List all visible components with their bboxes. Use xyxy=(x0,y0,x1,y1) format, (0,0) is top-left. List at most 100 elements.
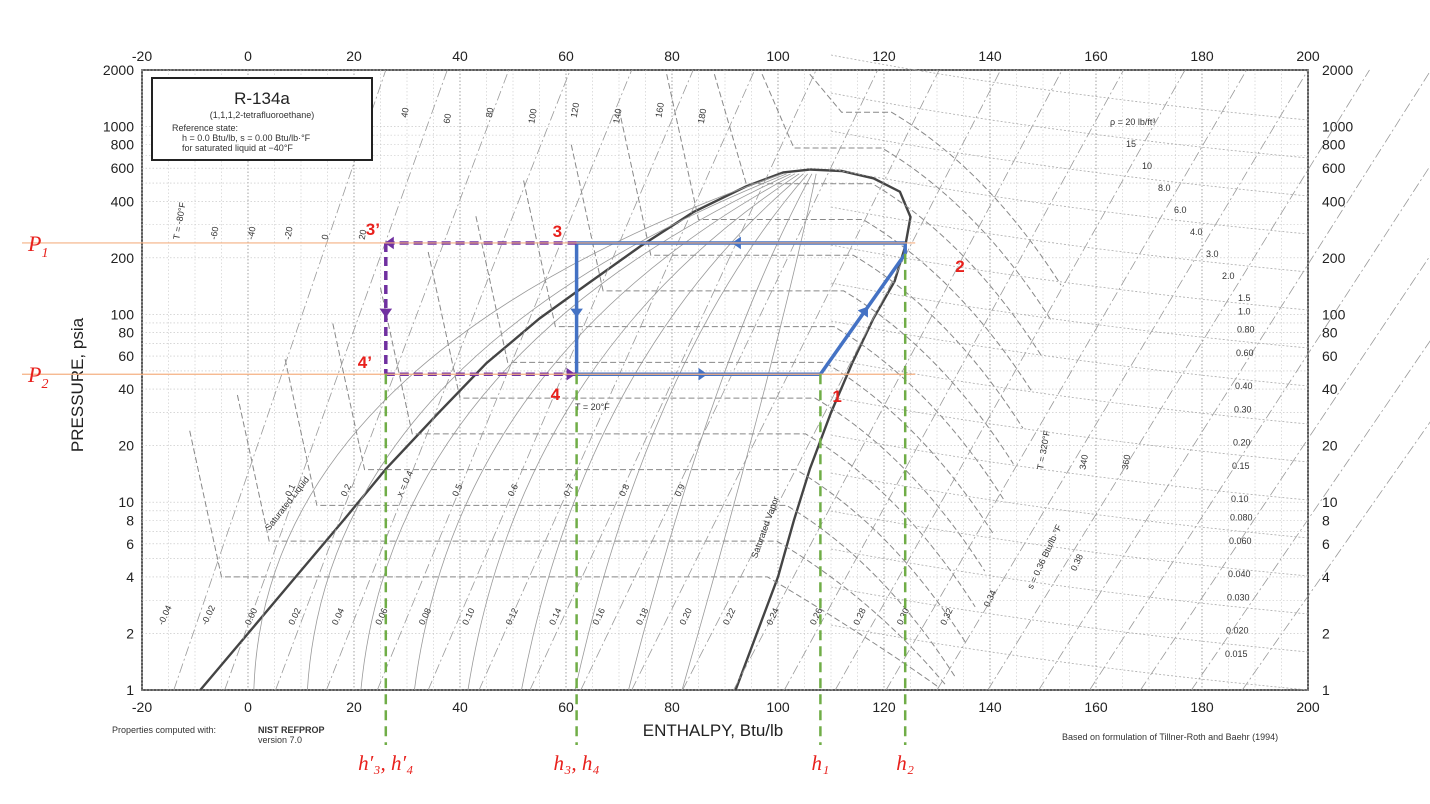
quality-line xyxy=(414,173,796,691)
temperature-label: 40 xyxy=(399,107,411,119)
x-tick-label-bottom: 140 xyxy=(978,699,1002,715)
y-tick-label-right: 400 xyxy=(1322,193,1346,209)
entropy-label: 0.16 xyxy=(591,606,607,626)
temperature-label: 100 xyxy=(526,108,538,125)
density-label: 1.0 xyxy=(1238,306,1251,316)
density-label: 0.60 xyxy=(1236,348,1254,358)
isentrope-line xyxy=(529,69,817,691)
isotherm-line xyxy=(284,359,957,679)
y-tick-label-left: 60 xyxy=(118,348,134,364)
density-line xyxy=(830,54,1309,121)
isentrope-line xyxy=(784,69,1124,691)
y-tick-label-right: 20 xyxy=(1322,438,1338,454)
density-line xyxy=(830,510,1309,577)
entropy-label: 0.12 xyxy=(504,606,520,626)
density-line xyxy=(830,244,1309,311)
isentrope-line xyxy=(936,69,1309,691)
quality-label: 0.9 xyxy=(673,482,687,498)
chart-title: R-134a xyxy=(234,89,290,108)
density-label: 0.040 xyxy=(1228,569,1251,579)
density-label: 6.0 xyxy=(1174,205,1187,215)
isotherm-line xyxy=(189,430,938,687)
state-label: 3’ xyxy=(366,220,380,239)
saturated-liquid-curve xyxy=(199,168,810,691)
isentrope-line xyxy=(733,69,1063,691)
density-line xyxy=(830,548,1309,615)
density-label: 0.020 xyxy=(1226,625,1249,635)
temperature-label: 60 xyxy=(442,113,454,125)
annotation-layer: P1 P2 h′₃, h′₄ h₃, h₄ h₁ h₂ 1 2 3 4 3’ 4’ xyxy=(22,220,965,775)
quality-line xyxy=(253,173,783,691)
density-label: 2.0 xyxy=(1222,271,1235,281)
temperature-label: 160 xyxy=(654,102,666,119)
quality-label: 0.6 xyxy=(506,482,520,498)
arrow-compression xyxy=(857,306,868,318)
y-tick-label-right: 100 xyxy=(1322,306,1346,322)
isentrope-line xyxy=(173,69,387,691)
info-box: R-134a (1,1,1,2-tetrafluoroethane) Refer… xyxy=(151,77,373,161)
quality-label: x = 0.4 xyxy=(394,469,415,498)
density-label: 1.5 xyxy=(1238,293,1251,303)
y-tick-label-right: 60 xyxy=(1322,348,1338,364)
state-label: 4’ xyxy=(358,353,372,372)
x-tick-label-top: 80 xyxy=(664,48,680,64)
isotherm-line xyxy=(761,73,1052,322)
temperature-label: 140 xyxy=(611,108,623,125)
x-tick-label-bottom: 120 xyxy=(872,699,896,715)
isentrope-line xyxy=(580,69,879,691)
density-line xyxy=(830,130,1309,197)
y-tick-label-left: 600 xyxy=(111,160,135,176)
density-label: 3.0 xyxy=(1206,249,1219,259)
pressure-label: P1 xyxy=(27,231,48,261)
entropy-label: 0.10 xyxy=(460,606,476,626)
reference-state-line-1: Reference state: xyxy=(172,123,238,133)
y-tick-label-right: 1000 xyxy=(1322,119,1353,135)
density-line xyxy=(830,586,1309,653)
x-tick-label-bottom: 0 xyxy=(244,699,252,715)
entropy-label: 0.08 xyxy=(417,606,433,626)
density-line xyxy=(830,206,1309,273)
isentrope-line xyxy=(427,69,694,691)
isentrope-line xyxy=(224,69,448,691)
entropy-label: 0.22 xyxy=(721,606,737,626)
footer-refprop: NIST REFPROP xyxy=(258,725,325,735)
x-tick-label-top: -20 xyxy=(132,48,152,64)
density-label: 4.0 xyxy=(1190,227,1203,237)
isotherm-line xyxy=(523,180,1005,500)
y-tick-label-right: 80 xyxy=(1322,325,1338,341)
y-tick-label-left: 400 xyxy=(111,193,135,209)
axis-ticks-layer: -20-200020204040606080801001001201201401… xyxy=(103,48,1354,715)
state-label: 4 xyxy=(551,385,561,404)
isentrope-line xyxy=(1089,165,1430,691)
reference-state-line-2: h = 0.0 Btu/lb, s = 0.00 Btu/lb·°F xyxy=(182,133,311,143)
temperature-label: 340 xyxy=(1078,454,1090,471)
isentrope-line xyxy=(275,69,510,691)
isotherm-line xyxy=(427,251,986,572)
temperature-label: T = 20°F xyxy=(575,402,610,412)
y-tick-label-right: 200 xyxy=(1322,250,1346,266)
quality-label: 0.8 xyxy=(617,482,631,498)
quality-line xyxy=(360,173,791,691)
enthalpy-label: h₂ xyxy=(896,751,914,775)
temperature-label: 120 xyxy=(569,102,581,119)
temperature-label: 0 xyxy=(320,234,331,241)
isentrope-line xyxy=(326,69,571,691)
density-label: 0.030 xyxy=(1227,592,1250,602)
isotherm-line xyxy=(809,73,1062,286)
x-tick-label-top: 180 xyxy=(1190,48,1214,64)
entropy-label: 0.06 xyxy=(373,606,389,626)
quality-label: 0.2 xyxy=(339,482,353,498)
y-tick-label-right: 8 xyxy=(1322,512,1330,528)
x-tick-label-top: 100 xyxy=(766,48,790,64)
density-label: 0.20 xyxy=(1233,438,1251,448)
y-axis-label: PRESSURE, psia xyxy=(68,317,87,452)
x-tick-label-top: 60 xyxy=(558,48,574,64)
y-tick-label-right: 40 xyxy=(1322,381,1338,397)
temperature-label: 80 xyxy=(484,107,496,119)
temperature-label: -20 xyxy=(283,226,295,241)
x-tick-label-bottom: 40 xyxy=(452,699,468,715)
temperature-label: -40 xyxy=(245,226,257,241)
x-tick-label-bottom: 100 xyxy=(766,699,790,715)
density-line xyxy=(830,358,1309,425)
density-label: 0.10 xyxy=(1231,494,1249,504)
